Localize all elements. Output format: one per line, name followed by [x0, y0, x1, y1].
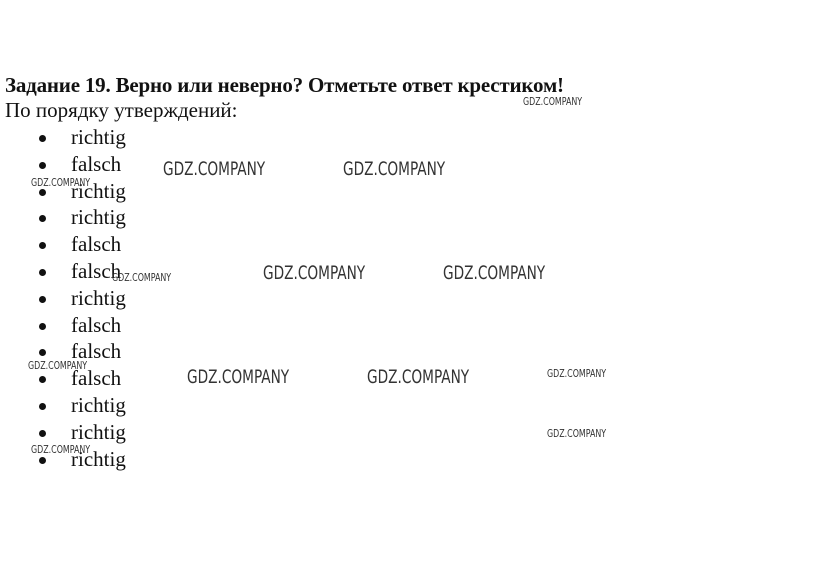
watermark-text: GDZ.COMPANY: [31, 443, 91, 456]
bullet-icon: [39, 456, 46, 464]
answer-item: falsch: [0, 231, 126, 258]
answer-text: falsch: [71, 151, 122, 176]
bullet-icon: [39, 376, 46, 384]
answer-item: richtig: [0, 285, 126, 312]
task-subtitle: По порядку утверждений:: [5, 98, 238, 122]
bullet-icon: [39, 188, 46, 196]
answer-item: richtig: [0, 124, 126, 151]
answer-text: falsch: [71, 258, 122, 283]
watermark-text: GDZ.COMPANY: [263, 262, 366, 284]
answer-text: richtig: [71, 446, 126, 471]
watermark-text: GDZ.COMPANY: [443, 262, 546, 284]
bullet-icon: [39, 215, 46, 223]
answer-item: falsch: [0, 151, 126, 178]
watermark-text: GDZ.COMPANY: [187, 366, 290, 388]
answer-item: richtig: [0, 204, 126, 231]
watermark-text: GDZ.COMPANY: [31, 176, 91, 189]
watermark-text: GDZ.COMPANY: [547, 367, 607, 380]
answer-text: richtig: [71, 178, 126, 203]
bullet-icon: [39, 161, 46, 169]
answer-text: richtig: [71, 205, 126, 230]
answer-list: richtig falsch richtig richtig falsch falsch r…: [0, 124, 126, 472]
answer-item: falsch: [0, 312, 126, 339]
bullet-icon: [39, 322, 46, 330]
task-title: Задание 19. Верно или неверно? Отметьте …: [5, 73, 564, 97]
answer-item: richtig: [0, 178, 126, 205]
answer-text: richtig: [71, 392, 126, 417]
answer-item: richtig: [0, 419, 126, 446]
bullet-icon: [39, 268, 46, 276]
watermark-text: GDZ.COMPANY: [112, 271, 172, 284]
answer-text: richtig: [71, 419, 126, 444]
bullet-icon: [39, 429, 46, 437]
watermark-text: GDZ.COMPANY: [28, 359, 88, 372]
answer-text: falsch: [71, 366, 122, 391]
bullet-icon: [39, 295, 46, 303]
answer-item: falsch: [0, 365, 126, 392]
watermark-text: GDZ.COMPANY: [343, 158, 446, 180]
answer-text: falsch: [71, 232, 122, 257]
bullet-icon: [39, 349, 46, 357]
answer-item: falsch: [0, 338, 126, 365]
answer-item: richtig: [0, 446, 126, 473]
bullet-icon: [39, 402, 46, 410]
watermark-text: GDZ.COMPANY: [163, 158, 266, 180]
answer-text: richtig: [71, 285, 126, 310]
bullet-icon: [39, 135, 46, 142]
answer-text: falsch: [71, 339, 122, 364]
bullet-icon: [39, 242, 46, 250]
watermark-text: GDZ.COMPANY: [523, 95, 583, 108]
answer-text: falsch: [71, 312, 122, 337]
watermark-text: GDZ.COMPANY: [547, 427, 607, 440]
answer-text: richtig: [71, 125, 126, 149]
answer-item: richtig: [0, 392, 126, 419]
watermark-text: GDZ.COMPANY: [367, 366, 470, 388]
answer-item: falsch: [0, 258, 126, 285]
